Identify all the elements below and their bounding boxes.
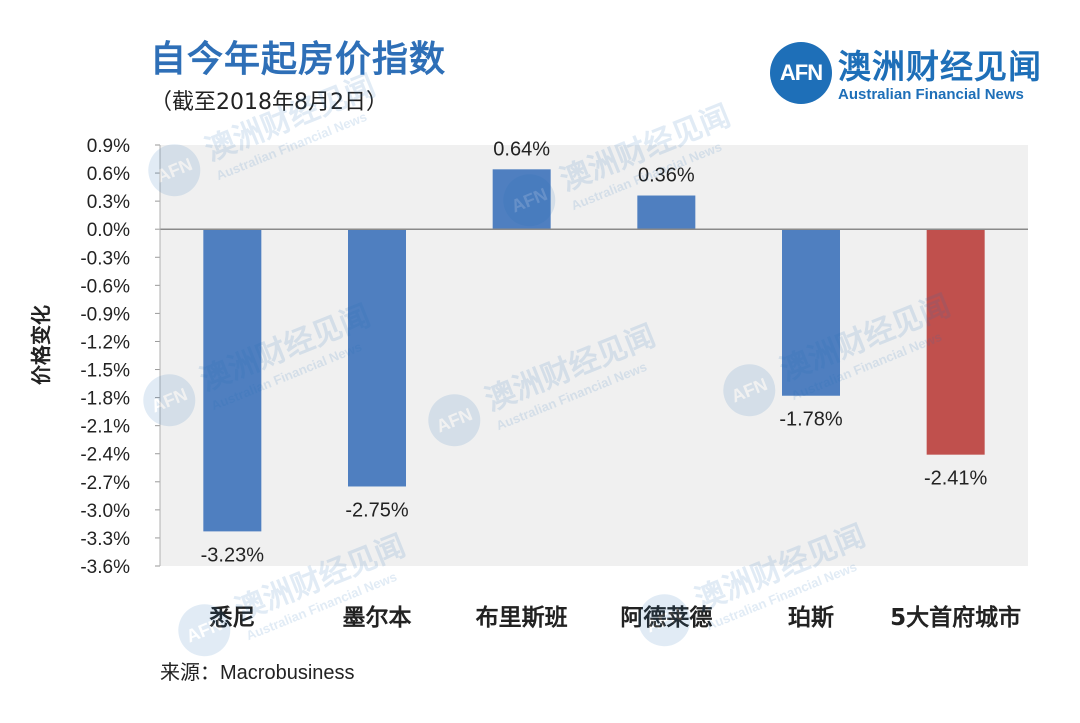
bar-5 [782, 229, 840, 396]
afn-logo-name-en: Australian Financial News [838, 86, 1024, 103]
y-tick-label: -1.8% [80, 389, 130, 410]
category-labels: 悉尼 墨尔本 布里斯班 阿德莱德 珀斯 5大首府城市 [209, 604, 1021, 631]
bar-4 [637, 195, 696, 230]
y-axis-label: 价格变化 [29, 305, 53, 385]
y-tick-label: 0.6% [87, 164, 130, 185]
y-tick-label: -3.3% [80, 529, 130, 550]
y-tick-label: 0.3% [87, 192, 130, 213]
category-label: 布里斯班 [476, 604, 568, 631]
category-label: 5大首府城市 [890, 604, 1021, 631]
y-tick-label: -2.1% [80, 417, 130, 438]
y-tick-label: -0.9% [80, 304, 130, 325]
value-label: -2.75% [345, 499, 409, 521]
value-label: 0.36% [638, 165, 695, 187]
y-tick-label: -1.5% [80, 361, 130, 382]
value-label: -2.41% [924, 468, 988, 490]
afn-logo-mark: AFN [770, 42, 832, 104]
chart-title: 自今年起房价指数 [150, 39, 447, 80]
y-tick-label: -3.6% [80, 557, 130, 578]
y-tick-label: -2.7% [80, 473, 130, 494]
y-tick-label: 0.0% [87, 220, 130, 241]
bars [203, 169, 985, 532]
source-note: 来源：Macrobusiness [160, 656, 355, 685]
y-tick-label: -2.4% [80, 445, 130, 466]
source-label: 来源： [160, 662, 220, 684]
bar-2 [348, 229, 406, 487]
y-tick-label: -0.6% [80, 276, 130, 297]
y-tick-label: 0.9% [87, 136, 130, 157]
category-label: 悉尼 [209, 605, 255, 631]
chart-subtitle: （截至2018年8月2日） [150, 90, 388, 115]
source-value: Macrobusiness [220, 662, 355, 684]
value-label: 0.64% [493, 138, 550, 160]
category-label: 阿德莱德 [620, 604, 712, 631]
value-label: -1.78% [779, 409, 843, 431]
plot-area [160, 145, 1028, 566]
category-label: 墨尔本 [343, 604, 412, 631]
y-tick-label: -1.2% [80, 332, 130, 353]
y-tick-label: -3.0% [80, 501, 130, 522]
afn-logo: AFN 澳洲财经见闻 Australian Financial News [770, 40, 1070, 110]
category-label: 珀斯 [788, 604, 834, 631]
bar-1 [203, 229, 262, 532]
value-labels: -3.23% -2.75% 0.64% 0.36% -1.78% -2.41% [201, 138, 988, 566]
afn-logo-name-cn: 澳洲财经见闻 [838, 47, 1042, 86]
bar-6 [926, 229, 985, 455]
y-tick-label: -0.3% [80, 248, 130, 269]
value-label: -3.23% [201, 544, 265, 566]
y-axis-ticks: 0.9% 0.6% 0.3% 0.0% -0.3% -0.6% -0.9% -1.2% -1.5… [80, 136, 160, 578]
bar-3 [492, 169, 551, 230]
